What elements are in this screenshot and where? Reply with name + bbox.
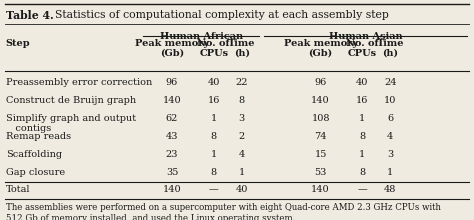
Text: 8: 8 xyxy=(359,132,365,141)
Text: 96: 96 xyxy=(314,78,327,87)
Text: 4: 4 xyxy=(387,132,393,141)
Text: 1: 1 xyxy=(210,114,217,123)
Text: 35: 35 xyxy=(166,168,178,177)
Text: 53: 53 xyxy=(314,168,327,177)
Text: 4: 4 xyxy=(238,150,245,159)
Text: 1: 1 xyxy=(387,168,393,177)
Text: 8: 8 xyxy=(238,96,245,105)
Text: 24: 24 xyxy=(384,78,397,87)
Text: —: — xyxy=(209,185,219,194)
Text: 74: 74 xyxy=(314,132,327,141)
Text: Table 4.: Table 4. xyxy=(6,10,54,21)
Text: 8: 8 xyxy=(211,168,217,177)
Text: 40: 40 xyxy=(356,78,369,87)
Text: Step: Step xyxy=(6,39,30,48)
Text: 3: 3 xyxy=(238,114,245,123)
Text: 96: 96 xyxy=(166,78,178,87)
Text: 1: 1 xyxy=(359,114,365,123)
Text: 108: 108 xyxy=(311,114,330,123)
Text: 6: 6 xyxy=(387,114,393,123)
Text: 16: 16 xyxy=(208,96,220,105)
Text: 10: 10 xyxy=(384,96,396,105)
Text: 3: 3 xyxy=(387,150,393,159)
Text: No. of
CPUs: No. of CPUs xyxy=(198,39,230,58)
Text: Total: Total xyxy=(6,185,30,194)
Text: Scaffolding: Scaffolding xyxy=(6,150,62,159)
Text: 16: 16 xyxy=(356,96,369,105)
Text: The assemblies were performed on a supercomputer with eight Quad-core AMD 2.3 GH: The assemblies were performed on a super… xyxy=(6,203,440,220)
Text: 40: 40 xyxy=(236,185,248,194)
Text: 2: 2 xyxy=(238,132,245,141)
Text: 15: 15 xyxy=(314,150,327,159)
Text: Remap reads: Remap reads xyxy=(6,132,71,141)
Text: 140: 140 xyxy=(311,185,330,194)
Text: 1: 1 xyxy=(210,150,217,159)
Text: 43: 43 xyxy=(166,132,178,141)
Text: Statistics of computational complexity at each assembly step: Statistics of computational complexity a… xyxy=(48,10,389,20)
Text: 140: 140 xyxy=(311,96,330,105)
Text: 23: 23 xyxy=(166,150,178,159)
Text: 1: 1 xyxy=(359,150,365,159)
Text: 22: 22 xyxy=(236,78,248,87)
Text: Time
(h): Time (h) xyxy=(376,39,404,58)
Text: Construct de Bruijn graph: Construct de Bruijn graph xyxy=(6,96,136,105)
Text: 1: 1 xyxy=(238,168,245,177)
Text: Preassembly error correction: Preassembly error correction xyxy=(6,78,152,87)
Text: Human African: Human African xyxy=(160,32,243,41)
Text: Peak memory
(Gb): Peak memory (Gb) xyxy=(283,39,357,58)
Text: Gap closure: Gap closure xyxy=(6,168,65,177)
Text: 140: 140 xyxy=(163,185,181,194)
Text: No. of
CPUs: No. of CPUs xyxy=(346,39,379,58)
Text: Simplify graph and output
   contigs: Simplify graph and output contigs xyxy=(6,114,136,133)
Text: Peak memory
(Gb): Peak memory (Gb) xyxy=(135,39,209,58)
Text: 62: 62 xyxy=(166,114,178,123)
Text: 8: 8 xyxy=(359,168,365,177)
Text: 8: 8 xyxy=(211,132,217,141)
Text: Human Asian: Human Asian xyxy=(328,32,402,41)
Text: 48: 48 xyxy=(384,185,396,194)
Text: Time
(h): Time (h) xyxy=(228,39,255,58)
Text: 40: 40 xyxy=(208,78,220,87)
Text: 140: 140 xyxy=(163,96,181,105)
Text: —: — xyxy=(357,185,367,194)
